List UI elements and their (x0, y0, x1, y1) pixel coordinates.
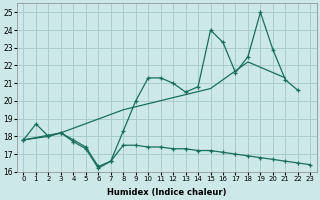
X-axis label: Humidex (Indice chaleur): Humidex (Indice chaleur) (107, 188, 227, 197)
